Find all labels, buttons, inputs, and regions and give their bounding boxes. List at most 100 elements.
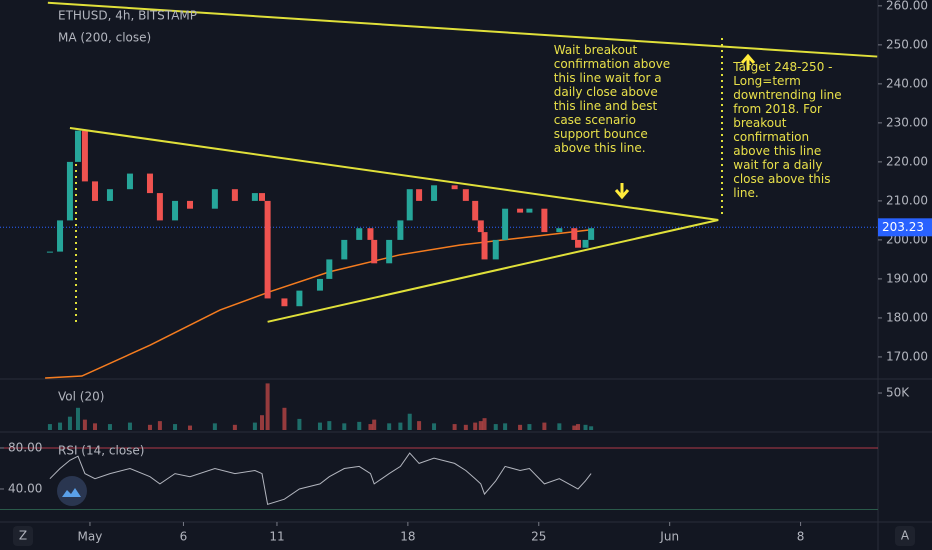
candle-body	[186, 200, 193, 209]
y-tick-label: 230.00	[886, 115, 928, 129]
candle-body	[356, 228, 363, 240]
candle-body	[406, 189, 413, 221]
candle-body	[264, 200, 271, 299]
annotation-line: above this line.	[554, 141, 646, 155]
candle-body	[371, 239, 378, 264]
y-tick-label: 40.00	[8, 481, 42, 495]
volume-bar	[252, 422, 257, 430]
volume-bar	[327, 421, 332, 430]
y-tick-label: 220.00	[886, 154, 928, 168]
volume-bar	[589, 426, 594, 430]
volume-bar	[107, 424, 112, 430]
volume-bar	[265, 383, 270, 430]
volume-bar	[368, 424, 373, 430]
annotation-line: confirmation	[733, 130, 809, 144]
annotation-line: close above this	[733, 172, 830, 186]
volume-bar	[557, 423, 562, 430]
trendline	[267, 219, 719, 323]
candle-body	[517, 208, 524, 213]
y-tick-label: 260.00	[886, 0, 928, 12]
candle-body	[477, 220, 484, 233]
button[interactable]	[895, 526, 915, 546]
candle-body	[46, 251, 53, 253]
indicator-label: MA (200, close)	[58, 31, 151, 45]
annotation-line: above this line	[733, 144, 821, 158]
annotation-line: this line wait for a	[554, 71, 662, 85]
moving-average	[45, 229, 592, 379]
candle-body	[172, 200, 179, 221]
candle-body	[526, 208, 533, 213]
volume-bar	[407, 413, 412, 430]
y-tick-label: 180.00	[886, 310, 928, 324]
volume-bar	[297, 418, 302, 430]
volume-bar	[452, 424, 457, 430]
annotation-line: confirmation above	[554, 57, 670, 71]
candle-body	[146, 173, 153, 194]
candle-body	[106, 189, 113, 201]
y-tick-label: 50K	[886, 386, 910, 400]
button[interactable]	[13, 526, 33, 546]
volume-bar	[232, 424, 237, 430]
annotation-line: line.	[733, 186, 758, 200]
button-label[interactable]: Z	[19, 529, 27, 543]
trendline	[69, 126, 719, 222]
candle-body	[91, 181, 98, 201]
volume-bar	[58, 422, 63, 430]
candle-body	[81, 130, 88, 182]
annotation-line: downtrending line	[733, 88, 841, 102]
volume-bar	[473, 422, 478, 430]
volume-bar	[342, 423, 347, 430]
volume-bar	[527, 424, 532, 430]
rsi-line	[49, 452, 592, 506]
candle-body	[296, 290, 303, 307]
button-label[interactable]: A	[901, 529, 910, 543]
annotation-line: wait for a daily	[733, 158, 822, 172]
candle-body	[431, 185, 438, 201]
candle-body	[472, 200, 479, 221]
candle-body	[502, 208, 509, 240]
volume-bar	[82, 419, 87, 430]
candle-body	[416, 189, 423, 201]
x-tick-label: 18	[400, 530, 415, 544]
volume-bar	[542, 422, 547, 430]
y-tick-label: 190.00	[886, 271, 928, 285]
candle-body	[575, 239, 582, 248]
candle-body	[588, 228, 595, 240]
volume-bar	[493, 424, 498, 430]
volume-bar	[518, 424, 523, 430]
volume-bar	[157, 421, 162, 430]
candle-body	[281, 298, 288, 307]
candle-body	[126, 173, 133, 190]
rsi-label: RSI (14, close)	[58, 444, 144, 458]
x-tick-label: Jun	[659, 530, 679, 544]
volume-bar	[212, 423, 217, 430]
last-price-label: 203.23	[882, 220, 924, 234]
candle-body	[74, 130, 81, 162]
y-tick-label: 80.00	[8, 440, 42, 454]
volume-bar	[463, 424, 468, 430]
x-tick-label: 25	[531, 530, 546, 544]
volume-bar	[572, 425, 577, 430]
volume-bar	[432, 423, 437, 430]
trendline	[47, 1, 878, 58]
volume-bar	[478, 421, 483, 430]
candle-body	[57, 220, 64, 252]
candle-body	[556, 228, 563, 233]
symbol-title: ETHUSD, 4h, BITSTAMP	[58, 9, 197, 23]
y-tick-label: 210.00	[886, 193, 928, 207]
candle-body	[156, 193, 163, 221]
volume-bar	[372, 419, 377, 430]
candle-body	[582, 239, 589, 248]
candle-body	[251, 193, 258, 201]
candle-body	[211, 189, 218, 209]
candle-body	[316, 278, 323, 291]
volume-label: Vol (20)	[58, 390, 104, 404]
candle-body	[258, 193, 265, 201]
volume-bar	[583, 424, 588, 430]
candle-body	[571, 228, 578, 240]
candle-body	[367, 228, 374, 240]
annotation-line: from 2018. For	[733, 102, 822, 116]
volume-bar	[67, 416, 72, 430]
